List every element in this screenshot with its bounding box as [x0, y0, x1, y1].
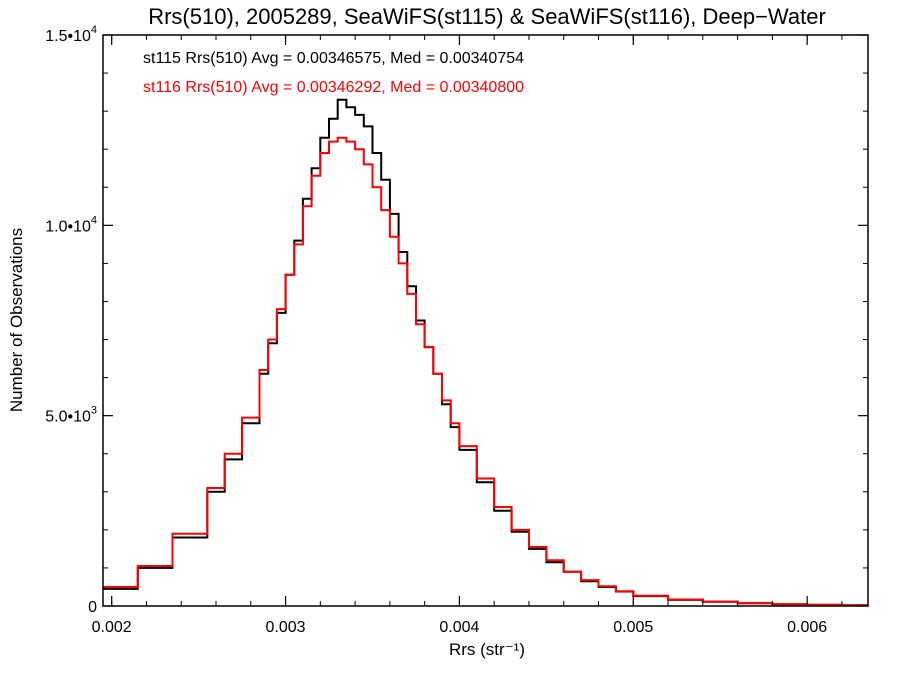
- annotation-st116: st116 Rrs(510) Avg = 0.00346292, Med = 0…: [143, 79, 524, 96]
- y-tick-label: 5.0•103: [45, 405, 97, 426]
- y-axis-label: Number of Observations: [7, 228, 26, 412]
- x-tick-label: 0.004: [439, 619, 479, 636]
- chart-title: Rrs(510), 2005289, SeaWiFS(st115) & SeaW…: [148, 4, 826, 29]
- x-tick-label: 0.003: [266, 619, 306, 636]
- y-tick-label: 1.0•104: [45, 214, 97, 235]
- x-tick-label: 0.005: [613, 619, 653, 636]
- ticks-layer: 0.002 0.003 0.004 0.005 0.006 0 5.0•103 1.0•104…: [45, 24, 868, 636]
- series-layer: [103, 98, 869, 607]
- x-tick-label: 0.002: [92, 619, 132, 636]
- y-tick-label: 0: [88, 599, 97, 616]
- series-line-st115: [103, 98, 869, 607]
- x-axis-label: Rrs (str⁻¹): [449, 640, 525, 659]
- annotation-st115: st115 Rrs(510) Avg = 0.00346575, Med = 0…: [143, 50, 524, 67]
- y-tick-label: 1.5•104: [45, 24, 97, 45]
- series-line-st116: [103, 136, 869, 607]
- x-tick-label: 0.006: [787, 619, 827, 636]
- plot-frame: [102, 34, 869, 607]
